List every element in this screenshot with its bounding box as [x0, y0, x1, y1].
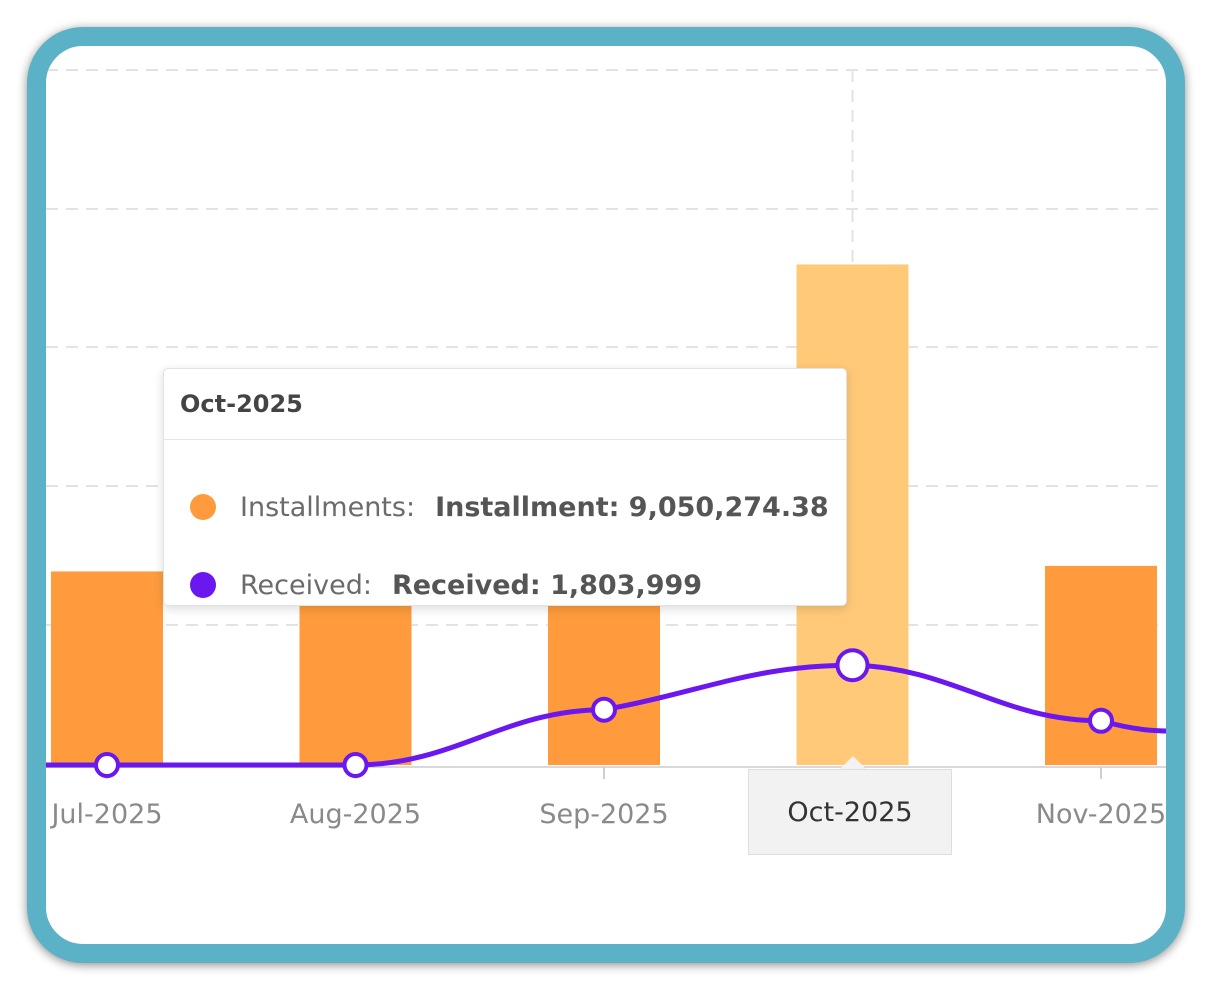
installments-legend-dot — [190, 494, 216, 520]
x-axis-tooltip-arrow — [840, 756, 866, 769]
received-points — [94, 648, 1114, 778]
x-label-Aug-2025: Aug-2025 — [290, 799, 421, 830]
received-point-Jul-2025[interactable] — [94, 752, 120, 778]
received-legend-dot — [190, 572, 216, 598]
received-point-Aug-2025[interactable] — [342, 752, 369, 778]
x-label-Sep-2025: Sep-2025 — [539, 799, 668, 830]
installments-bar-Nov-2025[interactable] — [1045, 565, 1157, 765]
received-point-Sep-2025[interactable] — [591, 696, 617, 723]
tooltip-title: Oct-2025 — [164, 369, 846, 440]
received-point-Nov-2025[interactable] — [1088, 707, 1114, 734]
chart-card: Jul-2025 Aug-2025 Sep-2025 Nov-2025 Oct-202… — [27, 27, 1185, 963]
installments-bar-Jul-2025[interactable] — [51, 571, 163, 765]
chart-tooltip: Oct-2025 Installments: Installment: 9,05… — [163, 368, 847, 606]
tooltip-label: Installments: — [240, 491, 416, 523]
tooltip-row-received: Received: Received: 1,803,999 — [190, 565, 702, 605]
tooltip-label: Received: — [240, 569, 372, 601]
x-axis-tooltip: Oct-2025 — [748, 769, 952, 855]
received-point-Oct-2025[interactable] — [835, 648, 870, 683]
tooltip-row-installments: Installments: Installment: 9,050,274.38 — [190, 487, 829, 527]
x-label-Jul-2025: Jul-2025 — [49, 799, 162, 830]
x-axis-labels: Jul-2025 Aug-2025 Sep-2025 Nov-2025 — [49, 799, 1166, 830]
x-label-Nov-2025: Nov-2025 — [1036, 799, 1166, 830]
tooltip-value: Installment: 9,050,274.38 — [435, 491, 829, 523]
tooltip-value: Received: 1,803,999 — [391, 569, 703, 601]
